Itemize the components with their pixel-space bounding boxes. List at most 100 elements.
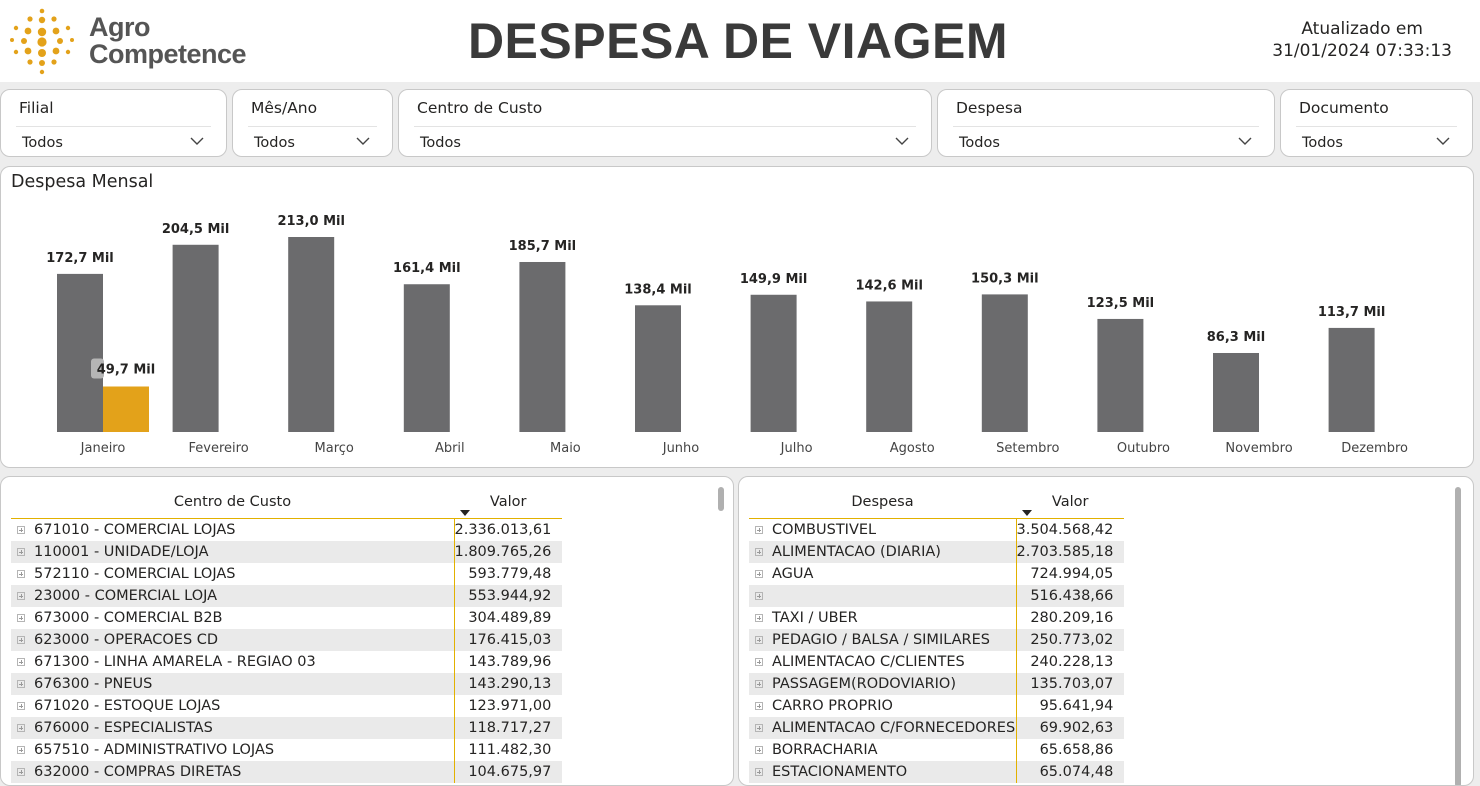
row-value: 135.703,07 bbox=[1015, 673, 1125, 695]
expand-icon[interactable] bbox=[17, 570, 25, 578]
row-value: 2.703.585,18 bbox=[1015, 541, 1125, 563]
table-row[interactable]: 657510 - ADMINISTRATIVO LOJAS 111.482,30 bbox=[11, 739, 563, 761]
table-row[interactable]: 676000 - ESPECIALISTAS 118.717,27 bbox=[11, 717, 563, 739]
vertical-scrollbar[interactable] bbox=[718, 487, 724, 511]
expand-icon[interactable] bbox=[755, 592, 763, 600]
row-name-cell: 110001 - UNIDADE/LOJA bbox=[11, 541, 454, 563]
table-row[interactable]: COMBUSTIVEL 3.504.568,42 bbox=[749, 518, 1125, 541]
table-row[interactable]: CARRO PROPRIO 95.641,94 bbox=[749, 695, 1125, 717]
table-row[interactable]: ALIMENTACAO C/CLIENTES 240.228,13 bbox=[749, 651, 1125, 673]
expand-icon[interactable] bbox=[17, 614, 25, 622]
bar[interactable] bbox=[57, 273, 103, 432]
chevron-down-icon bbox=[356, 137, 370, 145]
bar[interactable] bbox=[635, 305, 681, 432]
row-name: 657510 - ADMINISTRATIVO LOJAS bbox=[34, 742, 275, 758]
table-row[interactable]: 572110 - COMERCIAL LOJAS 593.779,48 bbox=[11, 563, 563, 585]
row-name: 23000 - COMERCIAL LOJA bbox=[34, 588, 218, 604]
bar[interactable] bbox=[750, 294, 797, 432]
table-row[interactable]: 671010 - COMERCIAL LOJAS 2.336.013,61 bbox=[11, 518, 563, 541]
filter-dropdown[interactable]: Todos bbox=[953, 126, 1259, 156]
row-name-cell: AGUA bbox=[749, 563, 1016, 585]
bar-value-label: 213,0 Mil bbox=[277, 214, 345, 229]
bar[interactable] bbox=[172, 244, 219, 432]
row-name-cell: 623000 - OPERACOES CD bbox=[11, 629, 454, 651]
table-row[interactable]: 676300 - PNEUS 143.290,13 bbox=[11, 673, 563, 695]
expand-icon[interactable] bbox=[755, 658, 763, 666]
bar[interactable] bbox=[288, 237, 335, 432]
filter-dropdown[interactable]: Todos bbox=[414, 126, 916, 156]
bar[interactable] bbox=[1097, 318, 1144, 432]
row-name: CARRO PROPRIO bbox=[772, 698, 893, 714]
column-header-valor[interactable]: Valor bbox=[454, 486, 563, 519]
column-header-centro-de-custo[interactable]: Centro de Custo bbox=[11, 486, 454, 519]
bar[interactable] bbox=[519, 261, 566, 432]
expand-icon[interactable] bbox=[17, 746, 25, 754]
expand-icon[interactable] bbox=[755, 680, 763, 688]
x-tick-label: Maio bbox=[550, 441, 581, 456]
table-row[interactable]: 516.438,66 bbox=[749, 585, 1125, 607]
sun-dots-icon bbox=[10, 8, 74, 75]
table-row[interactable]: 23000 - COMERCIAL LOJA 553.944,92 bbox=[11, 585, 563, 607]
row-name-cell: 671020 - ESTOQUE LOJAS bbox=[11, 695, 454, 717]
filter-dropdown[interactable]: Todos bbox=[248, 126, 377, 156]
table-row[interactable]: PASSAGEM(RODOVIARIO) 135.703,07 bbox=[749, 673, 1125, 695]
table-row[interactable]: 110001 - UNIDADE/LOJA 1.809.765,26 bbox=[11, 541, 563, 563]
expand-icon[interactable] bbox=[755, 526, 763, 534]
updated-label: Atualizado em bbox=[1301, 19, 1423, 39]
highlight-bar-value-label: 49,7 Mil bbox=[97, 363, 155, 378]
expand-icon[interactable] bbox=[17, 636, 25, 644]
filter-dropdown[interactable]: Todos bbox=[1296, 126, 1457, 156]
table-row[interactable]: 632000 - COMPRAS DIRETAS 104.675,97 bbox=[11, 761, 563, 783]
filter-dropdown[interactable]: Todos bbox=[16, 126, 211, 156]
expand-icon[interactable] bbox=[17, 526, 25, 534]
highlight-bar[interactable] bbox=[103, 386, 149, 433]
expand-icon[interactable] bbox=[755, 702, 763, 710]
row-name-cell: TAXI / UBER bbox=[749, 607, 1016, 629]
row-name: 676300 - PNEUS bbox=[34, 676, 153, 692]
expand-icon[interactable] bbox=[755, 724, 763, 732]
expand-icon[interactable] bbox=[755, 548, 763, 556]
row-name: 671300 - LINHA AMARELA - REGIAO 03 bbox=[34, 654, 316, 670]
bar[interactable] bbox=[1328, 327, 1375, 432]
table-row[interactable]: 673000 - COMERCIAL B2B 304.489,89 bbox=[11, 607, 563, 629]
filter-value: Todos bbox=[959, 135, 1000, 151]
expand-icon[interactable] bbox=[17, 548, 25, 556]
x-tick-label: Setembro bbox=[996, 441, 1059, 456]
bar[interactable] bbox=[981, 294, 1028, 432]
table-row[interactable]: PEDAGIO / BALSA / SIMILARES 250.773,02 bbox=[749, 629, 1125, 651]
expand-icon[interactable] bbox=[17, 658, 25, 666]
bar[interactable] bbox=[1213, 352, 1259, 432]
table-row[interactable]: TAXI / UBER 280.209,16 bbox=[749, 607, 1125, 629]
logo-line1: Agro bbox=[89, 12, 151, 42]
expand-icon[interactable] bbox=[755, 570, 763, 578]
table-row[interactable]: 623000 - OPERACOES CD 176.415,03 bbox=[11, 629, 563, 651]
expand-icon[interactable] bbox=[17, 592, 25, 600]
expand-icon[interactable] bbox=[17, 680, 25, 688]
row-name: ESTACIONAMENTO bbox=[772, 764, 908, 780]
filter-label: Filial bbox=[19, 99, 54, 117]
bar-value-label: 86,3 Mil bbox=[1207, 330, 1265, 345]
bar[interactable] bbox=[403, 284, 450, 432]
column-header-despesa[interactable]: Despesa bbox=[749, 486, 1016, 519]
bar[interactable] bbox=[866, 301, 913, 432]
row-value: 111.482,30 bbox=[453, 739, 563, 761]
row-name: AGUA bbox=[772, 566, 814, 582]
expand-icon[interactable] bbox=[755, 746, 763, 754]
expand-icon[interactable] bbox=[17, 702, 25, 710]
table-row[interactable]: ALIMENTACAO (DIARIA) 2.703.585,18 bbox=[749, 541, 1125, 563]
row-value: 123.971,00 bbox=[453, 695, 563, 717]
row-name-cell: ALIMENTACAO (DIARIA) bbox=[749, 541, 1016, 563]
expand-icon[interactable] bbox=[755, 636, 763, 644]
table-row[interactable]: 671300 - LINHA AMARELA - REGIAO 03 143.78… bbox=[11, 651, 563, 673]
table-row[interactable]: ESTACIONAMENTO 65.074,48 bbox=[749, 761, 1125, 783]
expand-icon[interactable] bbox=[755, 614, 763, 622]
cost-center-table: Centro de Custo Valor 671010 - COMERCIAL… bbox=[11, 486, 563, 783]
table-row[interactable]: BORRACHARIA 65.658,86 bbox=[749, 739, 1125, 761]
tooltip-marker bbox=[91, 358, 104, 379]
vertical-scrollbar[interactable] bbox=[1455, 487, 1461, 785]
column-header-valor[interactable]: Valor bbox=[1016, 486, 1125, 519]
table-row[interactable]: ALIMENTACAO C/FORNECEDORES 69.902,63 bbox=[749, 717, 1125, 739]
table-row[interactable]: AGUA 724.994,05 bbox=[749, 563, 1125, 585]
expand-icon[interactable] bbox=[17, 724, 25, 732]
table-row[interactable]: 671020 - ESTOQUE LOJAS 123.971,00 bbox=[11, 695, 563, 717]
